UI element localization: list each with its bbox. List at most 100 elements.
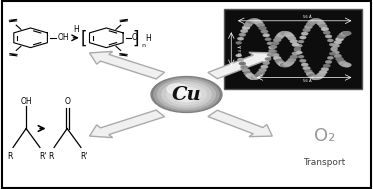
Circle shape: [332, 44, 339, 48]
Circle shape: [253, 19, 261, 24]
Circle shape: [303, 66, 310, 70]
FancyArrow shape: [208, 110, 272, 137]
Circle shape: [296, 51, 303, 54]
Circle shape: [319, 70, 327, 74]
Circle shape: [323, 31, 330, 34]
Text: R': R': [80, 152, 88, 161]
Circle shape: [251, 18, 260, 23]
Circle shape: [300, 36, 306, 39]
Circle shape: [303, 28, 310, 32]
Circle shape: [154, 78, 219, 111]
Circle shape: [321, 67, 329, 71]
Circle shape: [286, 34, 294, 38]
Circle shape: [284, 32, 293, 37]
Circle shape: [301, 32, 308, 35]
Circle shape: [245, 73, 254, 78]
Circle shape: [329, 43, 335, 46]
Circle shape: [298, 55, 304, 58]
Circle shape: [341, 31, 350, 36]
Circle shape: [311, 18, 320, 23]
Circle shape: [273, 38, 281, 42]
Circle shape: [247, 19, 256, 24]
Circle shape: [339, 33, 348, 37]
Circle shape: [308, 20, 316, 25]
Circle shape: [251, 75, 260, 80]
Circle shape: [306, 22, 314, 26]
Circle shape: [276, 33, 285, 37]
Circle shape: [282, 31, 291, 36]
Circle shape: [253, 74, 261, 79]
Circle shape: [332, 51, 339, 54]
Circle shape: [337, 60, 346, 64]
Text: H: H: [145, 34, 151, 43]
Circle shape: [275, 59, 283, 63]
Circle shape: [265, 57, 271, 61]
FancyArrow shape: [208, 52, 272, 79]
Circle shape: [280, 63, 289, 67]
Circle shape: [167, 84, 188, 94]
Circle shape: [245, 21, 254, 25]
Circle shape: [244, 71, 252, 75]
Circle shape: [286, 60, 294, 64]
Circle shape: [272, 41, 279, 45]
Circle shape: [294, 48, 301, 52]
Circle shape: [275, 35, 283, 40]
Circle shape: [335, 57, 344, 61]
Circle shape: [342, 31, 351, 36]
Circle shape: [331, 47, 338, 50]
Circle shape: [269, 46, 275, 49]
Circle shape: [172, 87, 201, 102]
Circle shape: [239, 62, 246, 65]
Circle shape: [292, 43, 299, 47]
Text: Transport: Transport: [303, 158, 346, 167]
Circle shape: [280, 31, 289, 36]
Text: OH: OH: [20, 97, 32, 106]
Circle shape: [239, 33, 246, 36]
Circle shape: [241, 65, 248, 69]
Text: R: R: [48, 152, 54, 161]
Circle shape: [327, 56, 333, 60]
Text: O: O: [64, 97, 70, 106]
FancyArrow shape: [90, 51, 164, 79]
Circle shape: [325, 60, 332, 64]
Circle shape: [242, 26, 250, 30]
Circle shape: [249, 18, 258, 23]
Circle shape: [263, 61, 270, 65]
Circle shape: [241, 29, 248, 33]
Circle shape: [308, 74, 316, 78]
Text: O₂: O₂: [314, 127, 335, 145]
Circle shape: [310, 19, 318, 23]
Circle shape: [247, 75, 256, 79]
Circle shape: [334, 40, 342, 44]
Circle shape: [327, 39, 333, 42]
Circle shape: [313, 19, 322, 23]
Circle shape: [306, 72, 314, 76]
Circle shape: [270, 45, 277, 49]
Circle shape: [151, 77, 222, 112]
Circle shape: [282, 63, 291, 67]
Text: [: [: [81, 30, 87, 48]
Text: H: H: [73, 25, 79, 34]
Circle shape: [272, 53, 279, 57]
Circle shape: [304, 69, 313, 74]
Circle shape: [290, 55, 298, 59]
Circle shape: [267, 53, 273, 57]
Circle shape: [325, 35, 332, 38]
Circle shape: [298, 40, 304, 43]
Text: R': R': [39, 152, 47, 161]
Circle shape: [304, 25, 313, 29]
Circle shape: [296, 44, 303, 47]
Circle shape: [167, 84, 206, 105]
Circle shape: [273, 56, 281, 60]
Circle shape: [284, 62, 293, 66]
Circle shape: [261, 30, 268, 33]
Circle shape: [337, 35, 346, 39]
Circle shape: [300, 59, 306, 62]
Circle shape: [162, 82, 211, 107]
Circle shape: [331, 48, 338, 51]
Circle shape: [321, 27, 329, 31]
Text: 24 Å: 24 Å: [239, 45, 242, 53]
Text: R: R: [7, 152, 13, 161]
Circle shape: [244, 23, 252, 27]
Text: Cu: Cu: [172, 86, 201, 105]
